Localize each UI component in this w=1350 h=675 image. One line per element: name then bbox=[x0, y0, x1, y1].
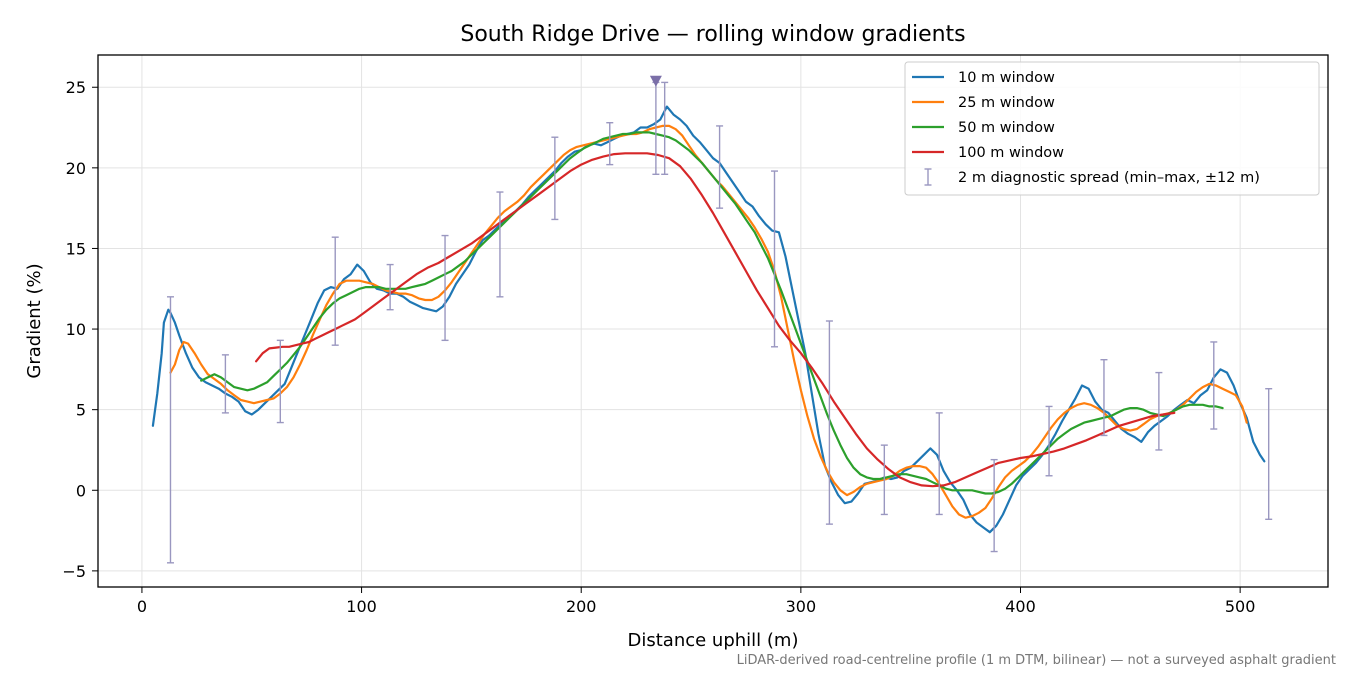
y-tick-label: 20 bbox=[66, 159, 86, 178]
peak-marker-layer bbox=[649, 75, 662, 87]
error-bar bbox=[661, 81, 669, 175]
legend-item: 2 m diagnostic spread (min–max, ±12 m) bbox=[924, 168, 1260, 186]
legend-label: 50 m window bbox=[958, 120, 1055, 136]
y-tick-label: −5 bbox=[62, 562, 86, 581]
plot-frame bbox=[97, 54, 1329, 588]
peak-marker bbox=[649, 75, 662, 87]
y-tick-label: 15 bbox=[66, 239, 86, 258]
series-10-m-window bbox=[151, 105, 1266, 534]
legend-item: 25 m window bbox=[912, 95, 1055, 111]
y-tick-label: 25 bbox=[66, 78, 86, 97]
y-tick-label: 5 bbox=[76, 401, 86, 420]
footnote: LiDAR-derived road-centreline profile (1… bbox=[736, 653, 1336, 668]
legend-item: 100 m window bbox=[912, 145, 1064, 161]
series-lines bbox=[151, 105, 1266, 534]
x-tick-label: 0 bbox=[137, 597, 147, 616]
legend-label: 100 m window bbox=[958, 145, 1064, 161]
legend-item: 10 m window bbox=[912, 70, 1055, 86]
error-bar bbox=[825, 320, 833, 525]
error-bar bbox=[1155, 371, 1163, 451]
series-50-m-window bbox=[200, 131, 1224, 495]
x-tick-label: 200 bbox=[566, 597, 597, 616]
legend-label: 2 m diagnostic spread (min–max, ±12 m) bbox=[958, 170, 1260, 186]
x-axis-label: Distance uphill (m) bbox=[628, 630, 799, 651]
legend-box bbox=[904, 61, 1320, 196]
x-tick-label: 500 bbox=[1225, 597, 1256, 616]
error-bar bbox=[441, 234, 449, 342]
error-bar bbox=[1265, 388, 1273, 520]
x-tick-label: 100 bbox=[346, 597, 377, 616]
error-bar bbox=[606, 122, 614, 166]
error-bar bbox=[880, 444, 888, 516]
y-axis-label: Gradient (%) bbox=[24, 263, 45, 378]
y-tick-label: 10 bbox=[66, 320, 86, 339]
legend-label: 10 m window bbox=[958, 70, 1055, 86]
error-bar bbox=[1100, 358, 1108, 437]
error-bar bbox=[331, 236, 339, 346]
x-tick-label: 300 bbox=[786, 597, 817, 616]
error-bar bbox=[1210, 341, 1218, 430]
axis-ticks: 0 100 200 300 400 500 −5 0 5 10 15 20 25 bbox=[62, 78, 1255, 616]
error-bars bbox=[166, 81, 1273, 564]
chart-title: South Ridge Drive — rolling window gradi… bbox=[460, 22, 965, 47]
error-bar bbox=[276, 339, 284, 424]
y-tick-label: 0 bbox=[76, 481, 86, 500]
legend-item: 50 m window bbox=[912, 120, 1055, 136]
error-bar bbox=[935, 412, 943, 516]
error-bar bbox=[771, 170, 778, 348]
error-bar bbox=[1045, 405, 1053, 477]
legend: 10 m window 25 m window 50 m window 100 m w… bbox=[904, 61, 1320, 196]
error-bar bbox=[386, 263, 394, 311]
error-bar bbox=[496, 191, 504, 298]
error-bar bbox=[551, 136, 559, 221]
x-tick-label: 400 bbox=[1005, 597, 1036, 616]
series-100-m-window bbox=[255, 152, 1176, 488]
error-bar bbox=[716, 125, 724, 209]
legend-label: 25 m window bbox=[958, 95, 1055, 111]
error-bar bbox=[221, 354, 229, 414]
error-bar bbox=[990, 458, 998, 553]
error-bar bbox=[166, 296, 174, 564]
